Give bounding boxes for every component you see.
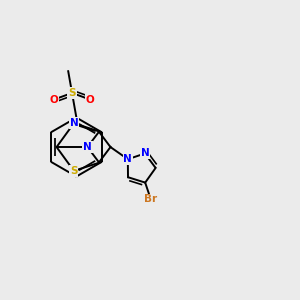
Text: S: S <box>68 88 76 98</box>
Text: O: O <box>86 94 94 104</box>
Text: N: N <box>83 142 92 152</box>
Text: N: N <box>140 148 149 158</box>
Text: N: N <box>70 118 78 128</box>
Text: Br: Br <box>144 194 158 204</box>
Text: O: O <box>50 94 58 104</box>
Text: S: S <box>70 166 78 176</box>
Text: N: N <box>124 154 132 164</box>
